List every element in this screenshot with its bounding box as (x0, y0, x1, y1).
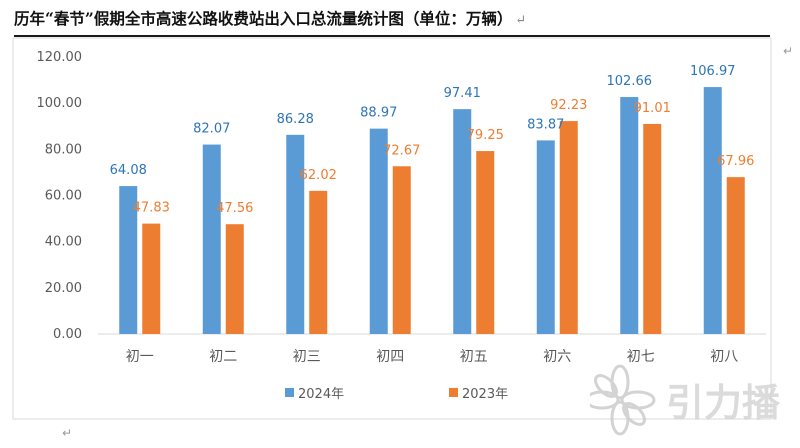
data-label: 91.01 (634, 101, 671, 116)
data-label: 86.28 (277, 112, 314, 127)
data-label: 82.07 (193, 122, 230, 137)
bar-2024年 (620, 97, 639, 335)
x-tick-label: 初六 (543, 348, 571, 365)
bar-2023年 (225, 224, 244, 334)
data-label: 88.97 (360, 106, 397, 121)
bar-2023年 (309, 190, 328, 334)
data-label: 72.67 (383, 143, 420, 158)
bar-2024年 (453, 109, 472, 334)
x-tick-label: 初八 (710, 348, 738, 365)
bar-2024年 (119, 186, 138, 334)
y-tick-label: 40.00 (45, 235, 82, 250)
paragraph-mark-icon: ↵ (62, 426, 73, 440)
bar-2024年 (286, 134, 305, 334)
y-tick-label: 100.00 (37, 96, 83, 111)
data-label: 97.41 (444, 86, 481, 101)
legend-swatch (449, 388, 458, 397)
data-label: 47.56 (216, 201, 253, 216)
watermark: 引力播 (584, 360, 800, 440)
legend: 2024年 2023年 (285, 387, 508, 402)
x-tick-label: 初二 (209, 348, 237, 365)
document-title: 历年“春节”假期全市高速公路收费站出入口总流量统计图（单位：万辆） ↵ (14, 4, 526, 34)
bar-2024年 (369, 128, 388, 334)
y-tick-label: 20.00 (45, 281, 82, 296)
x-tick-label: 初三 (293, 348, 321, 365)
title-underline (14, 35, 770, 37)
data-label: 79.25 (467, 128, 504, 143)
data-label: 106.97 (690, 64, 736, 79)
x-tick-label: 初一 (126, 348, 154, 365)
x-tick-label: 初四 (376, 348, 404, 365)
paragraph-mark-icon: ↵ (515, 13, 527, 28)
y-tick-label: 120.00 (37, 50, 83, 65)
x-tick-label: 初五 (460, 348, 488, 365)
legend-label: 2024年 (298, 387, 344, 402)
x-tick-label: 初七 (627, 348, 655, 365)
flower-logo-icon: 引力播 (584, 364, 781, 436)
bar-2023年 (392, 166, 411, 334)
legend-label: 2023年 (462, 387, 508, 402)
x-axis: 初一 初二 初三 初四 初五 初六 初七 初八 (126, 348, 739, 365)
bar-2023年 (726, 177, 745, 334)
bar-2024年 (536, 140, 555, 334)
paragraph-mark-icon: ↵ (783, 44, 794, 58)
bar-2024年 (202, 144, 221, 334)
data-labels-group: 64.08 47.83 82.07 47.56 86.28 62.02 88.97 72.67… (110, 64, 755, 216)
title-text: 历年“春节”假期全市高速公路收费站出入口总流量统计图（单位：万辆） (14, 9, 513, 28)
y-tick-label: 0.00 (53, 327, 82, 342)
bar-2024年 (703, 87, 722, 335)
y-axis: 0.00 20.00 40.00 60.00 80.00 100.00 120.00 (37, 50, 83, 342)
data-label: 92.23 (550, 98, 587, 113)
data-label: 62.02 (300, 168, 337, 183)
data-label: 64.08 (110, 163, 147, 178)
data-label: 83.87 (527, 117, 564, 132)
data-label: 47.83 (133, 201, 170, 216)
y-tick-label: 80.00 (45, 142, 82, 157)
y-tick-label: 60.00 (45, 189, 82, 204)
data-label: 102.66 (607, 74, 653, 89)
bar-2023年 (142, 223, 161, 334)
watermark-text: 引力播 (666, 381, 781, 425)
data-label: 67.96 (717, 154, 754, 169)
bar-2023年 (476, 151, 495, 334)
bars-group (119, 87, 745, 335)
bar-2023年 (643, 123, 662, 335)
bar-2023年 (559, 121, 578, 334)
legend-swatch (285, 388, 294, 397)
